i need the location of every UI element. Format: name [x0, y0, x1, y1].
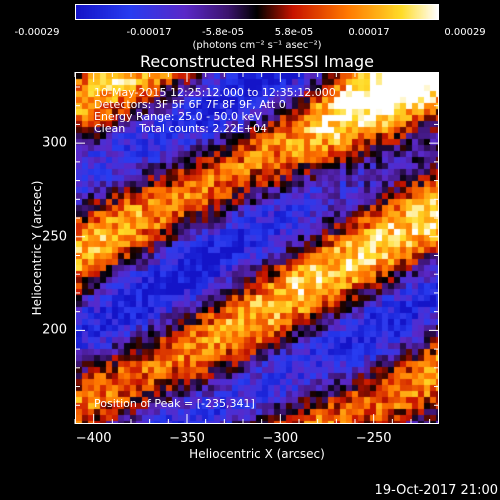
y-tick-label: 300 [42, 135, 67, 151]
x-tick-label: −250 [355, 431, 392, 446]
x-axis-label: Heliocentric X (arcsec) [189, 447, 325, 461]
colorbar-tick-label: -5.8e-05 [202, 27, 244, 38]
x-tick-label: −350 [169, 431, 205, 446]
annotation-energy-range: Energy Range: 25.0 - 50.0 keV [94, 110, 262, 123]
chart-title: Reconstructed RHESSI Image [140, 52, 374, 71]
colorbar-tick-label: 0.00017 [348, 27, 390, 38]
x-tick-label: −400 [75, 431, 112, 446]
colorbar-tick-label: -0.00017 [126, 27, 172, 38]
colorbar-tick-label: 5.8e-05 [274, 27, 314, 38]
date-stamp: 19-Oct-2017 21:00 [374, 483, 498, 498]
annotation-time-range: 10-May-2015 12:25:12.000 to 12:35:12.000 [94, 86, 336, 99]
colorbar-units-label: (photons cm⁻² s⁻¹ asec⁻²) [192, 40, 322, 51]
colorbar [75, 4, 439, 20]
plot-area [75, 72, 439, 424]
annotation-detectors: Detectors: 3F 5F 6F 7F 8F 9F, Att 0 [94, 98, 286, 111]
x-tick-label: −300 [262, 431, 299, 446]
annotation-clean-counts: Clean Total counts: 2.22E+04 [94, 122, 268, 135]
y-tick-label: 200 [42, 322, 67, 338]
y-tick-label: 250 [42, 229, 67, 245]
colorbar-tick-label: -0.00029 [14, 27, 60, 38]
annotation-peak-position: Position of Peak = [-235,341] [94, 397, 255, 410]
y-axis-label: Heliocentric Y (arcsec) [30, 180, 44, 316]
heatmap-image [76, 73, 438, 423]
colorbar-tick-label: 0.00029 [444, 27, 486, 38]
